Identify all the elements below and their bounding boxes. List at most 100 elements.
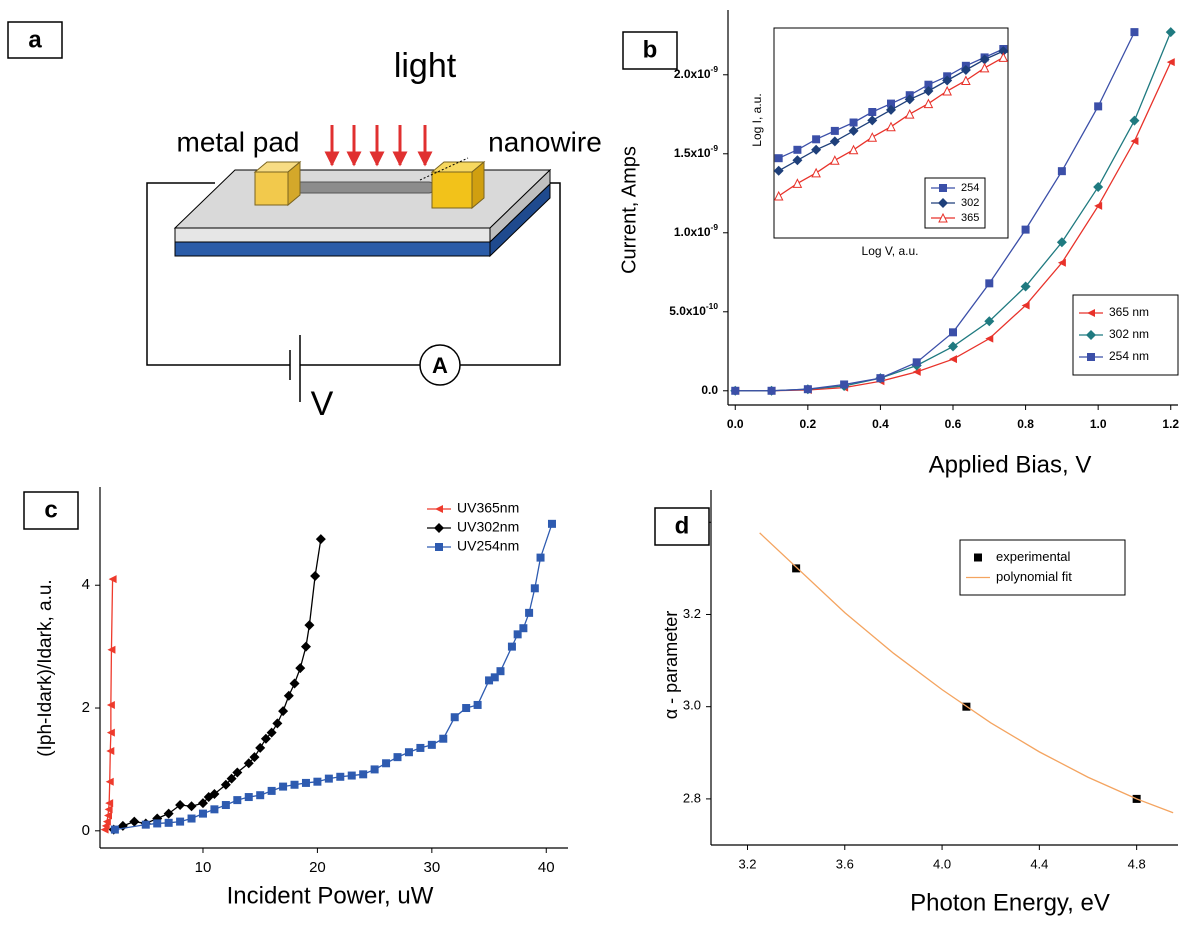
- marker: [949, 328, 957, 337]
- marker: [876, 374, 885, 383]
- legend-box: [959, 539, 1126, 596]
- marker: [979, 54, 990, 65]
- marker: [279, 782, 288, 791]
- marker: [812, 135, 821, 144]
- marker: [105, 777, 114, 786]
- marker: [295, 663, 306, 674]
- marker: [849, 118, 858, 127]
- marker: [108, 575, 117, 584]
- marker: [979, 62, 990, 73]
- legend-label: 254: [961, 182, 979, 194]
- marker: [290, 780, 299, 789]
- marker: [1165, 27, 1176, 38]
- voltage-label: V: [311, 385, 334, 423]
- marker: [961, 75, 971, 85]
- legend-label: polynomial fit: [996, 569, 1072, 584]
- x-axis-title: Photon Energy, eV: [910, 889, 1110, 916]
- marker: [536, 553, 545, 562]
- marker: [530, 584, 539, 593]
- series-group: [759, 532, 1174, 814]
- marker: [1056, 237, 1067, 248]
- marker: [107, 645, 116, 654]
- marker: [175, 800, 186, 811]
- marker: [1021, 301, 1030, 310]
- marker: [255, 742, 266, 753]
- legend-swatch: [435, 543, 443, 551]
- marker: [792, 564, 801, 573]
- marker: [1129, 115, 1140, 126]
- marker: [960, 65, 971, 75]
- x-axis-title: Applied Bias, V: [929, 451, 1092, 478]
- marker: [1166, 58, 1175, 67]
- marker: [803, 385, 812, 394]
- y-tick-label: 1.0x10-9: [674, 222, 718, 239]
- nanowire-label: nanowire: [488, 126, 602, 157]
- y-tick-label: 2: [82, 699, 90, 716]
- x-tick-label: 4.0: [933, 856, 951, 871]
- marker: [129, 816, 140, 827]
- tick-mantissa: 3.0: [683, 698, 701, 713]
- marker: [767, 386, 776, 395]
- marker: [310, 571, 321, 582]
- marker: [233, 796, 242, 805]
- marker: [278, 706, 289, 717]
- marker: [102, 817, 111, 826]
- marker: [289, 678, 300, 689]
- legend-label: UV302nm: [457, 519, 519, 535]
- marker: [104, 811, 113, 820]
- marker: [848, 144, 859, 155]
- marker: [848, 125, 859, 136]
- marker: [830, 155, 840, 165]
- marker: [490, 673, 499, 682]
- marker: [105, 799, 114, 808]
- x-tick-label: 0.8: [1017, 417, 1034, 431]
- marker: [547, 519, 556, 528]
- marker: [267, 786, 276, 795]
- marker: [1094, 201, 1103, 210]
- marker: [141, 820, 150, 829]
- panel-label: b: [643, 36, 658, 63]
- marker: [912, 358, 921, 367]
- tick-exponent: -9: [711, 222, 719, 232]
- marker: [186, 801, 197, 812]
- marker: [209, 788, 220, 799]
- marker: [347, 771, 356, 780]
- marker: [164, 818, 173, 827]
- ammeter-label: A: [432, 353, 448, 378]
- marker: [1057, 258, 1066, 267]
- marker: [867, 132, 878, 142]
- marker: [948, 341, 958, 352]
- marker: [830, 126, 839, 135]
- marker: [260, 733, 271, 744]
- marker: [774, 154, 783, 163]
- x-tick-label: 3.6: [836, 856, 854, 871]
- legend-label: UV254nm: [457, 538, 519, 554]
- legend-label: experimental: [996, 549, 1071, 564]
- marker: [473, 700, 482, 709]
- tick-mantissa: 2.0x10: [674, 67, 711, 81]
- marker: [774, 190, 784, 201]
- plot: 254 302 365 Log V, a.u. Log I, a.u.: [750, 27, 1009, 258]
- tick-exponent: -9: [711, 143, 719, 153]
- y-tick-label: 0: [82, 822, 90, 839]
- x-tick-label: 20: [309, 859, 326, 876]
- marker: [249, 752, 260, 763]
- x-axis-title: Log V, a.u.: [862, 244, 919, 258]
- marker: [1130, 28, 1139, 37]
- marker: [226, 773, 237, 784]
- marker: [256, 791, 265, 800]
- y-axis-title: α - parameter: [661, 611, 681, 719]
- marker: [1020, 281, 1031, 292]
- marker: [1093, 181, 1104, 192]
- series-group: [730, 27, 1176, 396]
- marker: [998, 46, 1008, 57]
- legend-swatch: [974, 553, 982, 562]
- marker: [272, 718, 283, 729]
- y-tick-label: 4: [82, 576, 90, 593]
- marker: [163, 808, 174, 819]
- marker: [210, 805, 219, 814]
- substrate-top: [173, 169, 552, 229]
- wire: [146, 182, 290, 366]
- marker: [507, 642, 516, 651]
